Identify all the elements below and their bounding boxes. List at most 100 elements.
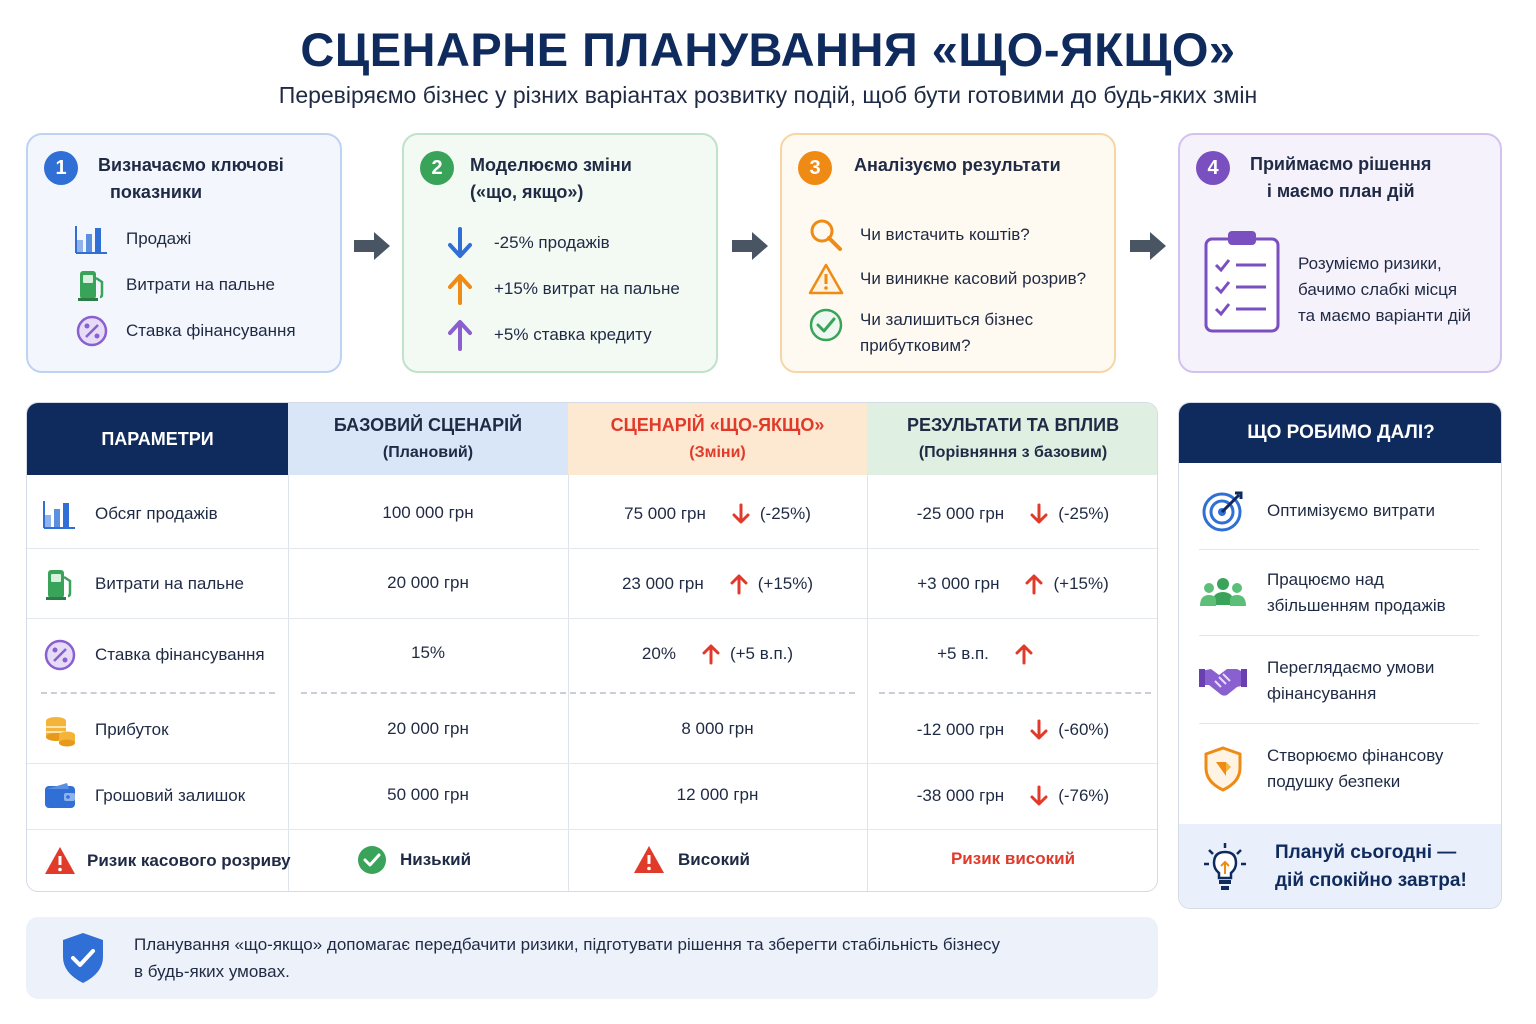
table-row-cash-param: Грошовий залишок bbox=[41, 777, 245, 815]
warning-icon bbox=[806, 259, 846, 299]
check-circle-icon bbox=[358, 846, 386, 874]
step-number-1: 1 bbox=[44, 151, 78, 185]
magnifier-icon bbox=[806, 215, 846, 255]
next-step-item: Створюємо фінансову подушку безпеки bbox=[1199, 743, 1443, 795]
table-row-risk-param: Ризик касового розриву bbox=[41, 842, 291, 880]
note-line: в будь-яких умовах. bbox=[134, 962, 290, 981]
footer-line: дій спокійно завтра! bbox=[1275, 870, 1467, 891]
header-params: ПАРАМЕТРИ bbox=[27, 403, 288, 475]
bar-chart-icon bbox=[72, 219, 112, 259]
step1-item-rate: Ставка фінансування bbox=[72, 311, 296, 351]
next-step-item: Переглядаємо умови фінансування bbox=[1199, 655, 1434, 707]
table-cell-whatif: 23 000 грн (+15%) bbox=[621, 574, 814, 595]
step2-item-fuel-up: +15% витрат на пальне bbox=[440, 269, 680, 309]
table-cell-result: +3 000 грн (+15%) bbox=[917, 574, 1109, 595]
table-cell-base: 100 000 грн bbox=[382, 503, 474, 522]
table-cell-base-risk: Низький bbox=[288, 844, 568, 876]
warning-icon bbox=[41, 842, 79, 880]
warning-icon bbox=[634, 846, 664, 873]
step-title-3: Аналізуємо результати bbox=[854, 155, 1061, 175]
table-cell-result: +5 в.п. bbox=[867, 643, 1157, 665]
next-steps-footer: Плануй сьогодні — дій спокійно завтра! bbox=[1179, 824, 1501, 908]
step4-description: Розуміємо ризики, бачимо слабкі місця та… bbox=[1298, 254, 1472, 325]
scenario-table: ПАРАМЕТРИ БАЗОВИЙ СЦЕНАРІЙ (Плановий) СЦ… bbox=[26, 402, 1158, 892]
table-cell-whatif-risk: Високий bbox=[568, 844, 867, 876]
percent-badge-icon bbox=[41, 636, 79, 674]
table-cell-result-risk: Ризик високий bbox=[950, 849, 1076, 868]
footer-line: Плануй сьогодні — bbox=[1275, 842, 1457, 863]
table-row-sales-param: Обсяг продажів bbox=[41, 495, 218, 533]
step-card-2: 2 Моделюємо зміни («що, якщо») -25% прод… bbox=[402, 133, 718, 373]
lightbulb-icon bbox=[1203, 842, 1247, 892]
step2-item-sales-down: -25% продажів bbox=[440, 223, 610, 263]
percent-badge-icon bbox=[72, 311, 112, 351]
table-row-rate-param: Ставка фінансування bbox=[41, 636, 265, 674]
step-card-3: 3 Аналізуємо результати Чи вистачить кош… bbox=[780, 133, 1116, 373]
step-card-1: 1 Визначаємо ключові показники Продажі В… bbox=[26, 133, 342, 373]
target-icon bbox=[1199, 487, 1247, 535]
step2-item-rate-up: +5% ставка кредиту bbox=[440, 315, 652, 355]
fuel-pump-icon bbox=[72, 265, 112, 305]
arrow-up-icon bbox=[1015, 644, 1033, 665]
step-title-2: Моделюємо зміни («що, якщо») bbox=[470, 155, 632, 202]
next-steps-title: ЩО РОБИМО ДАЛІ? bbox=[1179, 403, 1501, 463]
table-cell-base: 50 000 грн bbox=[387, 785, 469, 804]
table-cell-whatif: 12 000 грн bbox=[676, 785, 759, 804]
team-icon bbox=[1199, 569, 1247, 617]
step1-item-fuel: Витрати на пальне bbox=[72, 265, 275, 305]
step3-item-gap: Чи виникне касовий розрив? bbox=[806, 259, 1086, 299]
step-title-4: Приймаємо рішення і маємо план дій bbox=[1250, 154, 1432, 201]
summary-note: Планування «що-якщо» допомагає передбачи… bbox=[26, 917, 1158, 999]
bar-chart-icon bbox=[41, 495, 79, 533]
arrow-up-icon bbox=[440, 315, 480, 355]
page-title: СЦЕНАРНЕ ПЛАНУВАННЯ «ЩО-ЯКЩО» bbox=[300, 23, 1236, 76]
table-cell-result: -12 000 грн (-60%) bbox=[916, 719, 1110, 740]
table-cell-base: 20 000 грн bbox=[387, 719, 469, 738]
next-step-item: Оптимізуємо витрати bbox=[1199, 487, 1435, 535]
arrow-right-icon bbox=[354, 232, 390, 260]
arrow-down-icon bbox=[732, 503, 750, 524]
note-line: Планування «що-якщо» допомагає передбачи… bbox=[134, 935, 1001, 954]
table-cell-whatif: 20% (+5 в.п.) bbox=[641, 644, 794, 665]
wallet-icon bbox=[41, 777, 79, 815]
fuel-pump-icon bbox=[41, 565, 79, 603]
step-card-4: 4 Приймаємо рішення і маємо план дій Роз… bbox=[1178, 133, 1502, 373]
shield-icon bbox=[1199, 745, 1247, 793]
page-subtitle: Перевіряємо бізнес у різних варіантах ро… bbox=[278, 82, 1258, 108]
step-title-1: Визначаємо ключові показники bbox=[98, 155, 284, 202]
coins-icon bbox=[41, 711, 79, 749]
step-number-2: 2 bbox=[420, 151, 454, 185]
check-circle-icon bbox=[806, 305, 846, 345]
table-row-profit-param: Прибуток bbox=[41, 711, 169, 749]
table-row-fuel-param: Витрати на пальне bbox=[41, 565, 244, 603]
step1-item-sales: Продажі bbox=[72, 219, 191, 259]
arrow-down-icon bbox=[440, 223, 480, 263]
table-cell-whatif: 8 000 грн bbox=[681, 719, 754, 738]
arrow-right-icon bbox=[1130, 232, 1166, 260]
clipboard-checklist-icon bbox=[1202, 229, 1282, 340]
header-result: РЕЗУЛЬТАТИ ТА ВПЛИВ (Порівняння з базови… bbox=[867, 403, 1157, 475]
shield-check-icon bbox=[60, 931, 106, 985]
next-step-item: Працюємо над збільшенням продажів bbox=[1199, 567, 1446, 619]
arrow-down-icon bbox=[1030, 719, 1048, 740]
table-cell-result: -25 000 грн (-25%) bbox=[916, 503, 1110, 524]
handshake-icon bbox=[1199, 657, 1247, 705]
arrow-up-icon bbox=[730, 574, 748, 595]
table-cell-result: -38 000 грн (-76%) bbox=[916, 785, 1110, 806]
table-cell-base: 15% bbox=[410, 643, 446, 662]
header-base: БАЗОВИЙ СЦЕНАРІЙ (Плановий) bbox=[288, 403, 568, 475]
arrow-up-icon bbox=[440, 269, 480, 309]
arrow-down-icon bbox=[1030, 503, 1048, 524]
header-whatif: СЦЕНАРІЙ «ЩО-ЯКЩО» (Зміни) bbox=[568, 403, 867, 475]
next-steps-panel: ЩО РОБИМО ДАЛІ? Оптимізуємо витрати Прац… bbox=[1178, 402, 1502, 909]
table-cell-whatif: 75 000 грн (-25%) bbox=[624, 503, 811, 524]
step-number-4: 4 bbox=[1196, 151, 1230, 185]
step3-item-profitable: Чи залишиться бізнес прибутковим? bbox=[806, 305, 1033, 359]
arrow-down-icon bbox=[1030, 785, 1048, 806]
step3-item-funds: Чи вистачить коштів? bbox=[806, 215, 1030, 255]
step-number-3: 3 bbox=[798, 151, 832, 185]
table-cell-base: 20 000 грн bbox=[387, 573, 469, 592]
arrow-right-icon bbox=[732, 232, 768, 260]
arrow-up-icon bbox=[1025, 574, 1043, 595]
arrow-up-icon bbox=[702, 644, 720, 665]
